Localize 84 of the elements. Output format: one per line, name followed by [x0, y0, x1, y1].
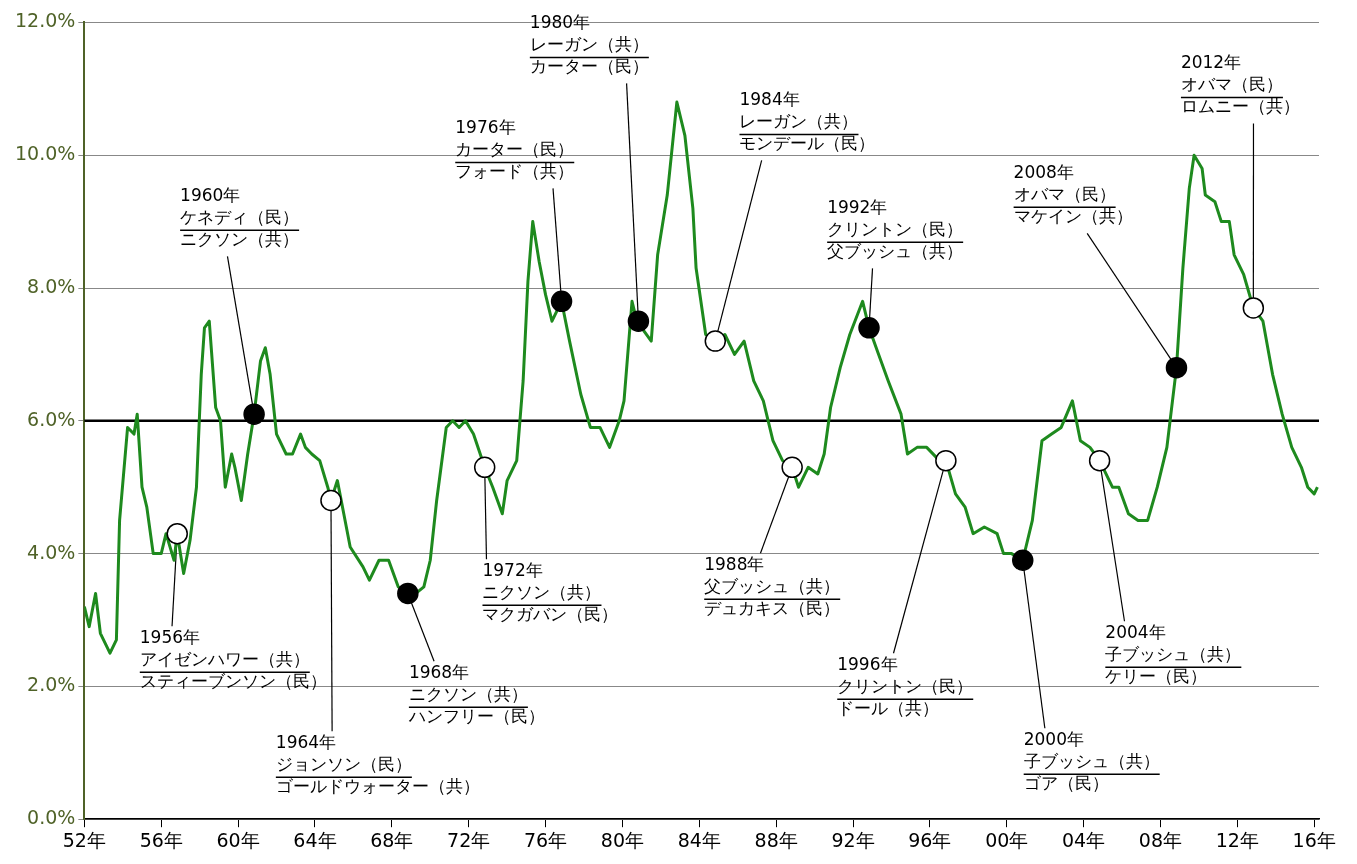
point: [473, 456, 496, 479]
x-tick-label: 80年: [600, 828, 645, 851]
x-tick-label: 04年: [1062, 828, 1106, 851]
annotation: ケネディ（民）: [180, 207, 300, 228]
annotation: レーガン（共）: [529, 34, 649, 55]
x-tick-label: 76年: [523, 828, 568, 851]
annotation: レーガン（共）: [739, 111, 859, 132]
y-tick-label: 6.0%: [27, 407, 76, 430]
annotation: クリントン（民）: [827, 219, 964, 240]
annotation: カーター（民）: [529, 56, 649, 77]
x-tick-label: 16年: [1292, 828, 1336, 851]
annotation: クリントン（民）: [837, 676, 974, 697]
annotation: ケリー（民）: [1105, 666, 1208, 687]
annotation: カーター（民）: [455, 139, 575, 160]
point: [320, 489, 342, 512]
x-tick-label: 84年: [677, 828, 721, 851]
x-tick-label: 60年: [216, 828, 260, 851]
annotation: スティーブンソン（民）: [139, 671, 327, 692]
y-tick-label: 8.0%: [27, 274, 76, 297]
point: [1242, 297, 1265, 319]
annotation: 2008年: [1013, 162, 1074, 183]
annotation: 2000年: [1023, 729, 1084, 750]
x-tick-label: 72年: [447, 828, 491, 851]
point: [1088, 449, 1111, 472]
y-tick-label: 4.0%: [27, 540, 76, 563]
annotation: デュカキス（民）: [704, 598, 841, 619]
annotation: 1972年: [482, 560, 543, 581]
annotation: 1956年: [139, 627, 201, 648]
annotation: ロムニー（共）: [1180, 96, 1300, 117]
y-tick-label: 2.0%: [27, 673, 76, 696]
x-tick-label: 96年: [908, 828, 952, 851]
point: [243, 403, 265, 425]
annotation: オバマ（民）: [1180, 74, 1283, 95]
annotation: ニクソン（共）: [482, 582, 602, 603]
point: [858, 317, 880, 339]
annotation: 子ブッシュ（共）: [1023, 751, 1160, 772]
point: [1165, 356, 1188, 379]
annotation: ジョンソン（民）: [275, 754, 412, 775]
point: [166, 522, 188, 545]
point: [1012, 549, 1034, 571]
annotation: 1992年: [827, 197, 888, 218]
x-tick-label: 88年: [754, 828, 798, 851]
y-tick-label: 10.0%: [15, 142, 76, 165]
annotation: 2004年: [1105, 622, 1166, 643]
annotation: 1964年: [275, 732, 337, 753]
point: [397, 582, 419, 605]
x-tick-label: 52年: [62, 828, 106, 851]
x-tick-label: 12年: [1215, 828, 1259, 851]
annotation: オバマ（民）: [1013, 184, 1116, 205]
annotation: ニクソン（共）: [408, 684, 528, 705]
point: [550, 290, 573, 313]
annotation: ドール（共）: [837, 698, 940, 719]
annotation: アイゼンハワー（共）: [139, 649, 310, 670]
annotation: ハンフリー（民）: [407, 706, 545, 727]
x-tick-label: 92年: [831, 828, 875, 851]
annotation: 2012年: [1180, 52, 1242, 73]
annotation: 1996年: [837, 654, 898, 675]
x-tick-label: 56年: [139, 828, 183, 851]
annotation: マケイン（共）: [1013, 206, 1133, 227]
point: [781, 456, 803, 479]
x-tick-label: 68年: [370, 828, 414, 851]
x-tick-label: 64年: [293, 828, 337, 851]
x-tick-label: 08年: [1138, 828, 1183, 851]
y-tick-label: 12.0%: [15, 9, 76, 32]
point: [935, 449, 957, 472]
x-tick-label: 00年: [985, 828, 1029, 851]
annotation: 1968年: [408, 662, 470, 683]
annotation: フォード（共）: [455, 161, 575, 182]
annotation: 父ブッシュ（共）: [704, 576, 841, 597]
annotation: 1960年: [180, 185, 241, 206]
annotation: 子ブッシュ（共）: [1105, 644, 1242, 665]
annotation: 父ブッシュ（共）: [827, 241, 964, 262]
point: [627, 310, 650, 332]
annotation: マクガバン（民）: [482, 604, 619, 625]
annotation: ゴア（民）: [1023, 773, 1109, 794]
annotation: 1976年: [455, 117, 516, 138]
annotation: 1984年: [739, 89, 800, 110]
point: [704, 330, 727, 352]
annotation: 1980年: [529, 12, 591, 33]
y-tick-label: 0.0%: [27, 806, 76, 829]
annotation: ニクソン（共）: [180, 229, 300, 250]
annotation: モンデール（民）: [739, 133, 876, 154]
annotation: ゴールドウォーター（共）: [275, 776, 480, 797]
annotation: 1988年: [704, 554, 765, 575]
